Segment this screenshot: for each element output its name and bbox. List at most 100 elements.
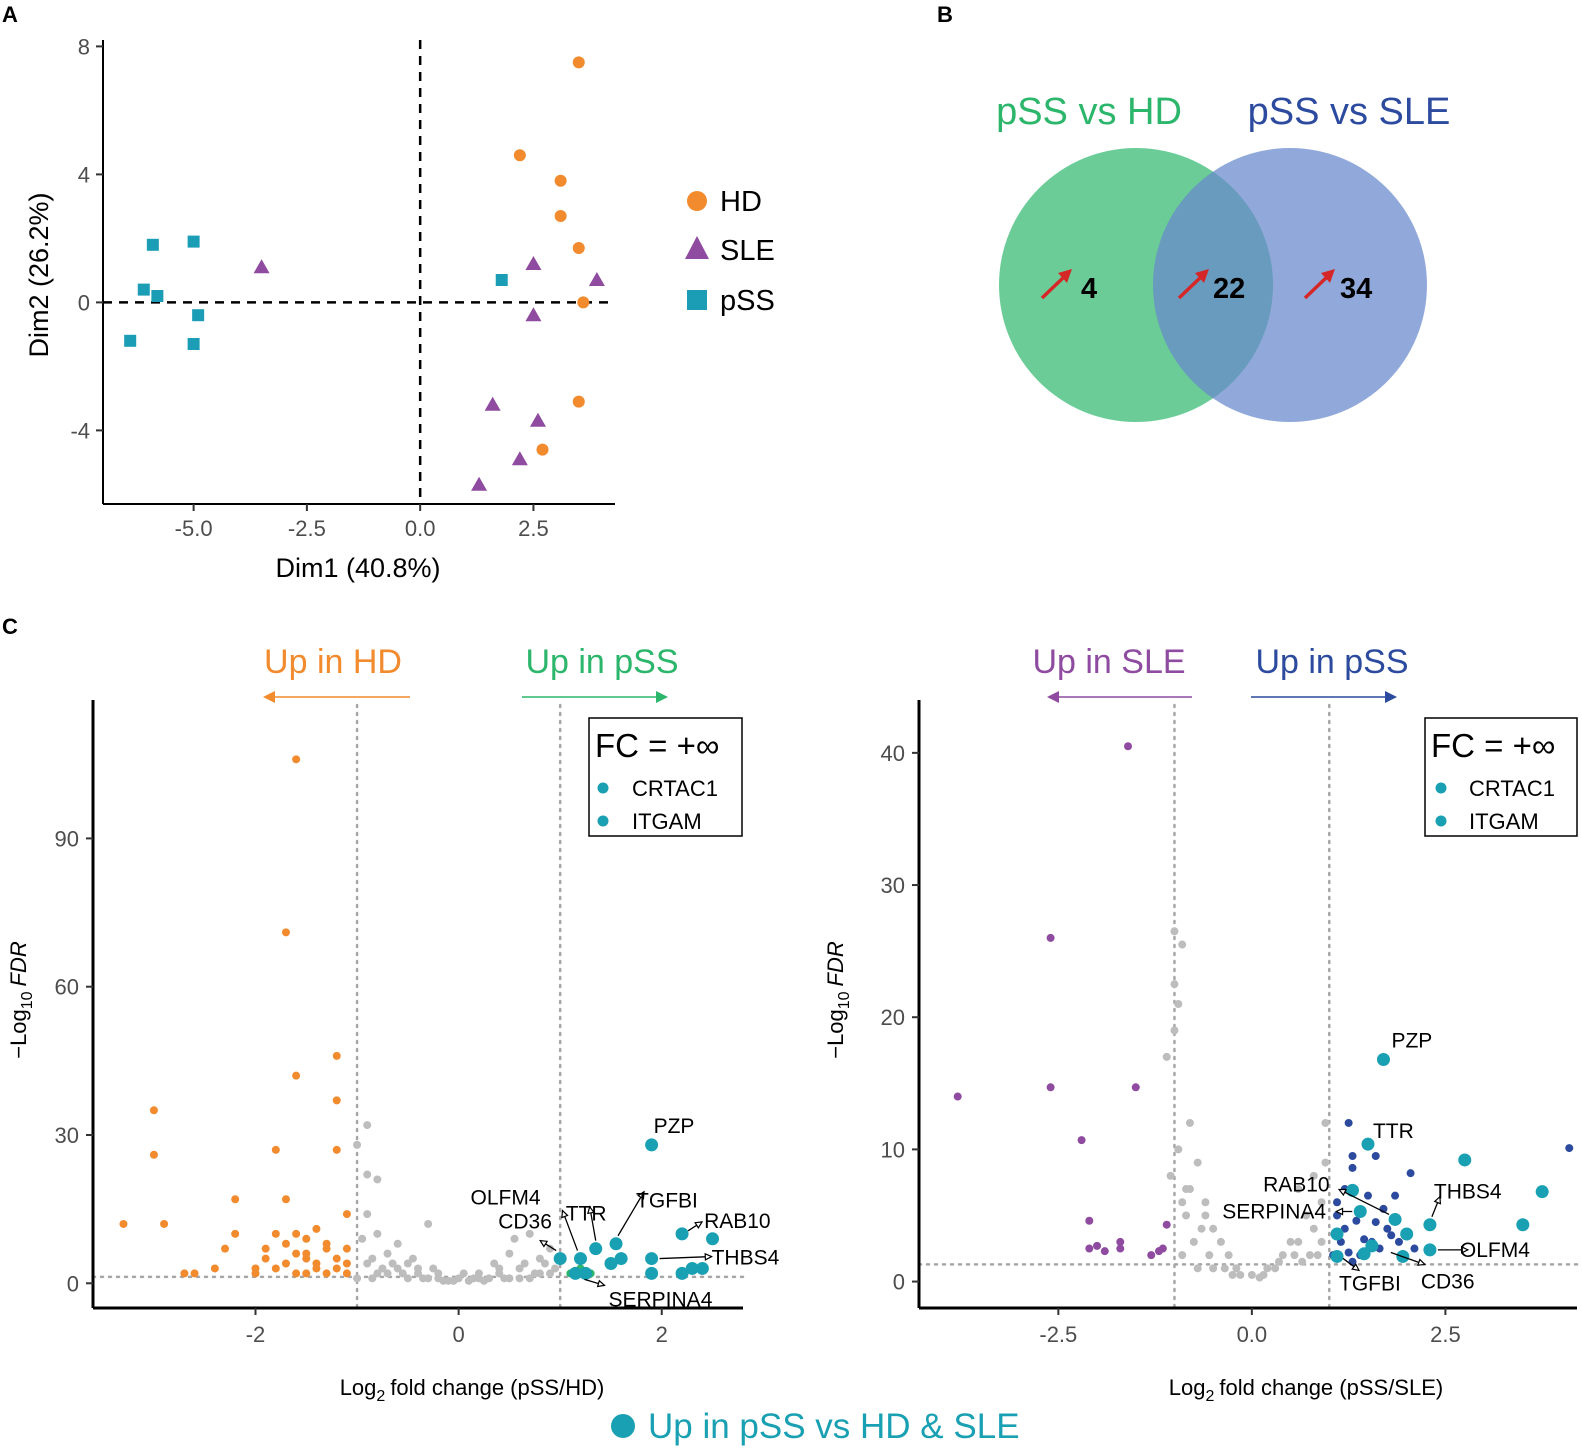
volcano-sle-points	[953, 742, 1574, 1282]
vol1-point-ns	[469, 1274, 478, 1283]
vol1-point-ns	[398, 1269, 407, 1278]
venn-circle-pss-vs-sle	[1153, 148, 1427, 422]
vol2-point-ns	[1286, 1237, 1295, 1246]
vol1-point-ns	[540, 1259, 549, 1268]
vol2-point-ns	[1294, 1237, 1303, 1246]
vol2-point-ns	[1201, 1211, 1210, 1220]
vol2-point-up-in-sle	[1158, 1244, 1167, 1253]
venn-arrowhead-left	[1058, 269, 1072, 283]
vol1-point-ns	[373, 1229, 382, 1238]
volcano-hd-right-header: Up in pSS	[525, 643, 678, 681]
pca-point-pss	[146, 238, 159, 251]
vol2-point-ns	[1274, 1257, 1283, 1266]
pca-point-sle	[529, 412, 546, 427]
pca-point-hd	[572, 56, 585, 69]
vol2-gene-label-tgfbi: TGFBI	[1339, 1272, 1401, 1295]
vol2-point-sig-up	[1348, 1152, 1357, 1160]
volcano-hd-x-title-text: fold change (pSS/HD)	[390, 1375, 604, 1400]
vol2-point-up-in-sle	[1100, 1247, 1109, 1256]
vol1-point-ns	[495, 1264, 504, 1273]
vol1-point-ns	[414, 1269, 422, 1278]
bottom-legend-label: Up in pSS vs HD & SLE	[648, 1407, 1020, 1446]
legend-sle-label: SLE	[720, 235, 775, 267]
pca-point-pss	[151, 290, 164, 302]
volcano-sle-left-arrowhead	[1047, 691, 1059, 703]
vol2-point-sig-up	[1340, 1224, 1349, 1233]
vol2-point-up-in-pss-vs-hd-sle	[1516, 1218, 1530, 1232]
vol1-point-ns	[474, 1269, 483, 1278]
pca-x-tick-label: -5.0	[175, 516, 213, 541]
vol2-point-sig-up	[1344, 1118, 1353, 1127]
vol2-label-arrowhead	[1337, 1188, 1348, 1197]
volcano-sle-plot: PZP TTR RAB10 THBS4 SERPINA4 OLFM4 CD36 TGFBI -…	[823, 643, 1579, 1405]
vol2-gene-label-ttr: TTR	[1373, 1120, 1414, 1143]
vol2-point-ns	[1178, 1251, 1187, 1260]
pca-point-pss	[192, 309, 205, 322]
vol2-point-sig-up	[1352, 1216, 1361, 1225]
vol2-point-up-in-pss-vs-hd-sle	[1330, 1227, 1344, 1241]
vol2-point-ns	[1298, 1257, 1307, 1266]
vol1-point-up-in-hd	[302, 1234, 311, 1243]
vol2-label-arrowhead	[1334, 1207, 1344, 1216]
vol1-point-up-in-hd	[342, 1269, 351, 1278]
vol1-point-up-in-hd	[342, 1259, 351, 1268]
pca-y-tick-label: 4	[78, 162, 90, 187]
vol2-point-ns	[1232, 1264, 1241, 1273]
vol2-point-ns	[1193, 1264, 1202, 1273]
pca-point-hd	[577, 296, 590, 309]
pca-plot: -5.0 -2.5 0.0 2.5 -4 0 4 8 Dim1 (40.8%) Dim2 (2…	[24, 34, 775, 583]
vol2-point-ns	[1170, 980, 1179, 989]
vol2-point-sig-up	[1333, 1198, 1342, 1207]
vol2-point-sig-up	[1387, 1231, 1396, 1240]
vol1-point-up-in-pss-vs-hd-sle	[675, 1227, 689, 1241]
vol1-label-arrowhead	[596, 1279, 606, 1288]
vol2-point-up-in-sle	[1116, 1244, 1125, 1253]
vol2-point-ns	[1216, 1237, 1225, 1246]
vol1-point-up-in-pss-vs-hd-sle	[675, 1266, 689, 1280]
vol1-point-up-in-hd	[332, 1145, 341, 1154]
volcano-sle-legend-itgam: ITGAM	[1469, 809, 1539, 834]
vol1-point-up-in-hd	[231, 1195, 240, 1204]
pca-x-axis-title: Dim1 (40.8%)	[275, 553, 440, 583]
vol1-point-ns	[368, 1254, 377, 1263]
venn-arrowhead-right	[1321, 269, 1335, 283]
vol1-point-up-in-pss-vs-hd-sle	[614, 1252, 628, 1266]
volcano-sle-right-header: Up in pSS	[1255, 643, 1408, 681]
vol1-point-ns	[530, 1269, 539, 1278]
vol1-point-ns	[408, 1254, 417, 1263]
vol1-point-up-in-hd	[292, 755, 301, 764]
vol2-label-arrowhead	[1433, 1195, 1442, 1205]
vol1-y-tick-label: 0	[67, 1271, 79, 1296]
vol2-point-up-in-sle	[1085, 1244, 1094, 1253]
vol1-point-up-in-pss-vs-hd-sle	[609, 1237, 623, 1251]
volcano-hd-x-title-prefix: Log	[340, 1375, 377, 1400]
vol2-point-ns	[1182, 1211, 1191, 1220]
vol1-point-up-in-pss-vs-hd-sle	[568, 1266, 582, 1280]
volcano-sle-legend: FC = +∞ CRTAC1 ITGAM	[1424, 717, 1578, 837]
vol1-point-up-in-pss-vs-hd-sle	[645, 1266, 659, 1280]
vol2-label-arrowhead	[1351, 1263, 1361, 1272]
vol1-point-ns	[546, 1269, 555, 1278]
volcano-hd-legend-title: FC = +∞	[595, 727, 719, 764]
pca-point-hd	[513, 149, 526, 162]
vol1-point-up-in-hd	[149, 1150, 158, 1159]
vol1-point-ns	[378, 1264, 387, 1273]
vol1-point-up-in-hd	[180, 1269, 189, 1278]
vol2-point-ns	[1209, 1264, 1218, 1273]
vol2-point-ns	[1294, 1185, 1303, 1194]
vol2-point-up-in-sle	[1147, 1251, 1156, 1260]
vol1-point-up-in-hd	[292, 1249, 301, 1258]
vol2-point-sig-up	[1360, 1235, 1369, 1244]
vol1-gene-label-tgfbi: TGFBI	[636, 1190, 698, 1213]
volcano-sle-x-title-text: fold change (pSS/SLE)	[1219, 1375, 1443, 1400]
vol1-point-ns	[403, 1274, 412, 1283]
volcano-hd-y-title-subscript: 10	[19, 991, 36, 1009]
vol1-point-ns	[525, 1229, 534, 1238]
pca-point-pss	[137, 283, 150, 296]
volcano-sle-legend-itgam-dot	[1435, 815, 1447, 827]
pca-point-pss	[187, 235, 200, 248]
vol1-point-up-in-pss-vs-hd-sle	[574, 1252, 587, 1266]
vol2-point-ns	[1302, 1211, 1311, 1220]
vol2-y-tick-label: 40	[881, 741, 905, 766]
